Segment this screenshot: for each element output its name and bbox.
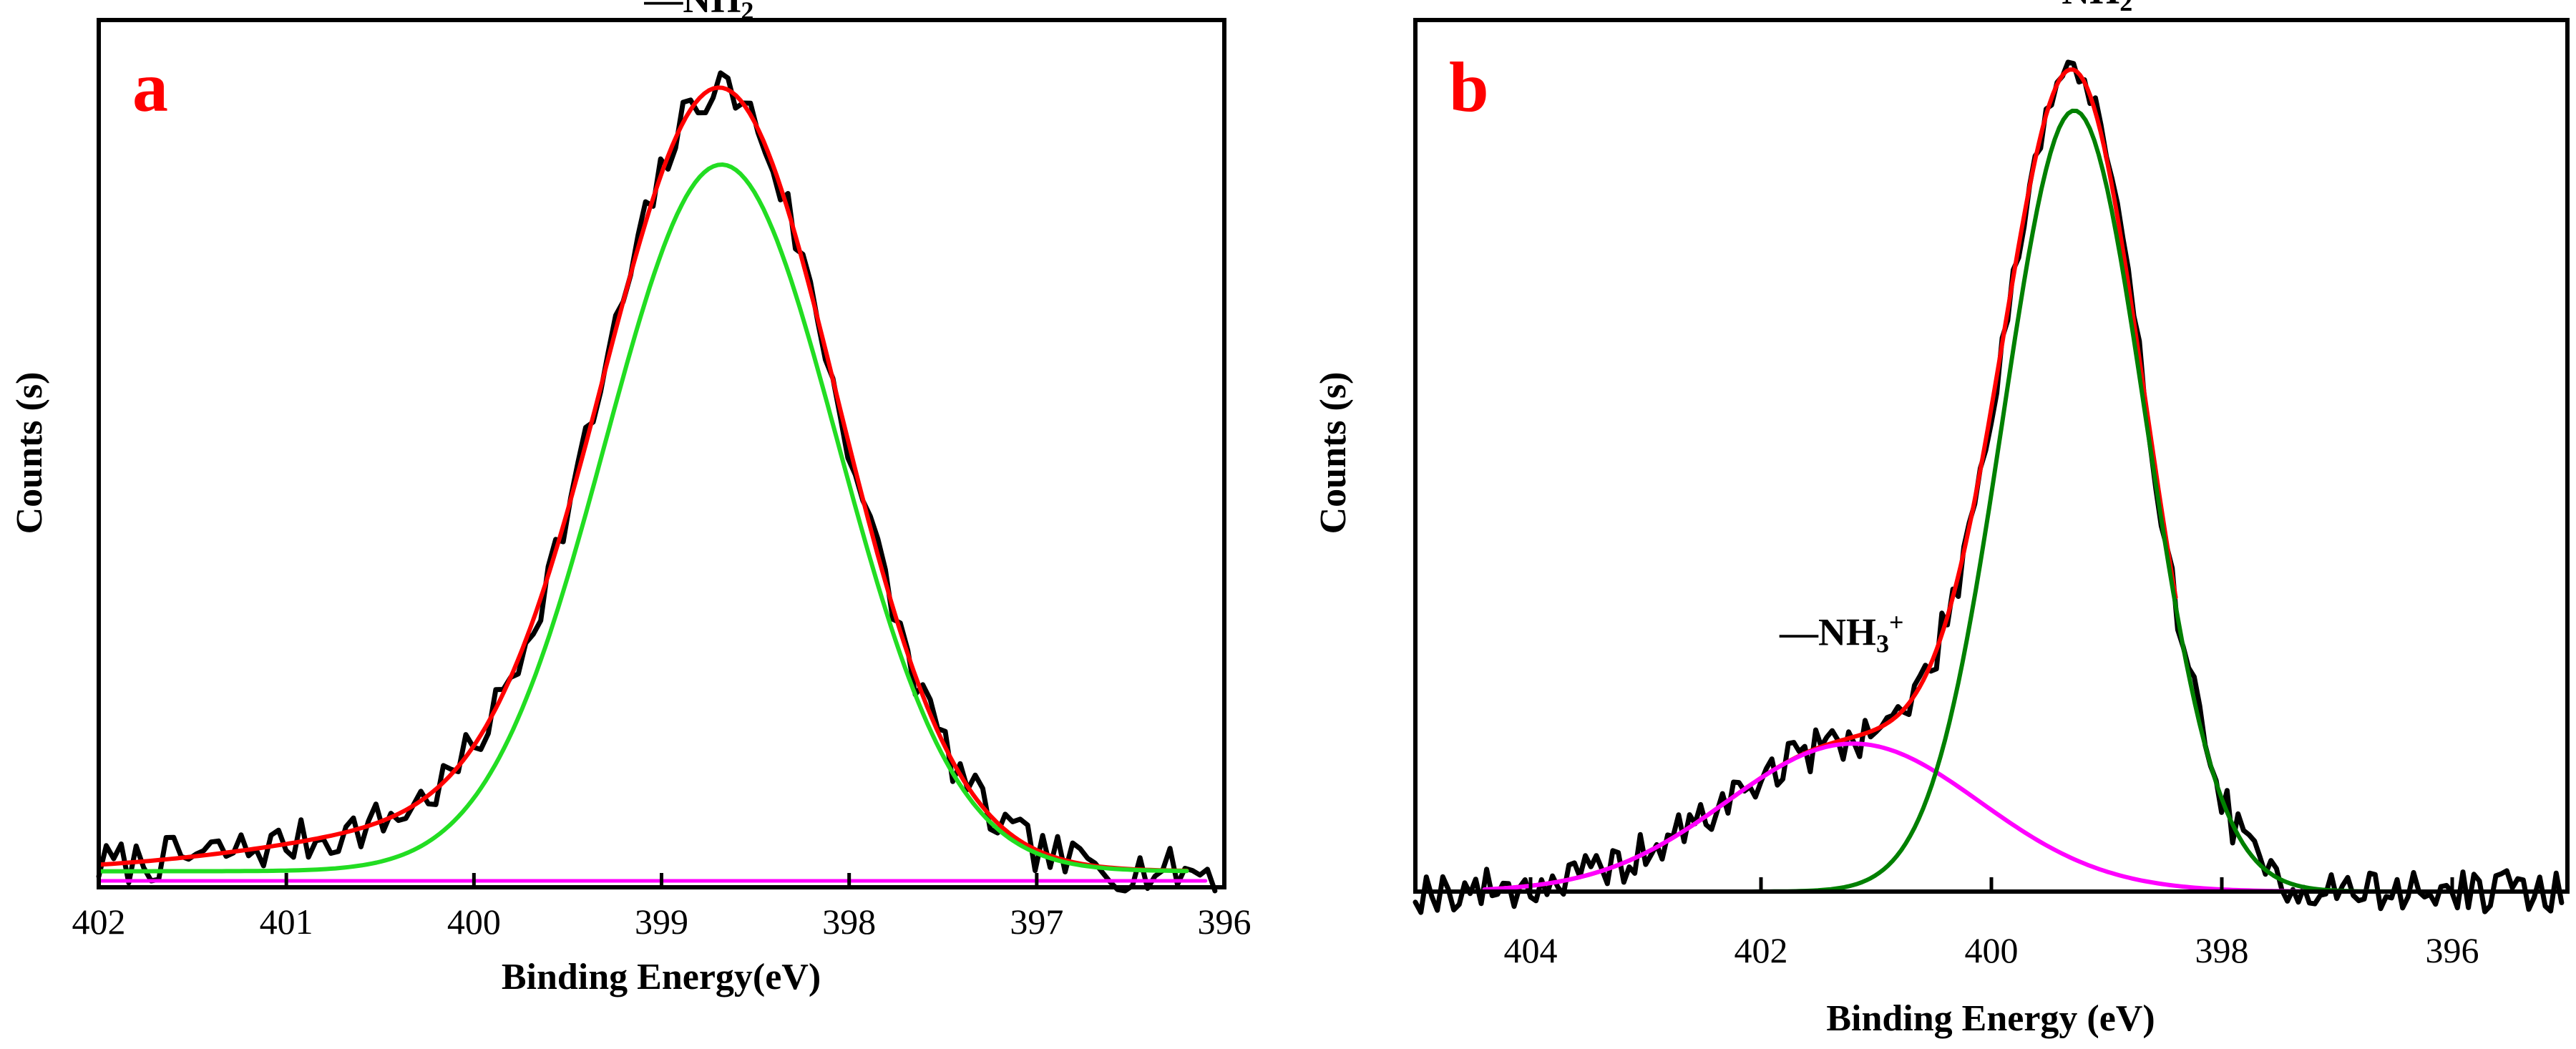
panel-b-peak-label-0: —NH2 bbox=[2022, 0, 2132, 16]
panel-b-envelope-line-1 bbox=[1493, 67, 2178, 892]
panel-b-x-tick-label-0: 404 bbox=[1504, 930, 1558, 970]
panel-b-series bbox=[1413, 59, 2565, 915]
panel-a-x-axis-title: Binding Energy(eV) bbox=[502, 957, 821, 997]
panel-a-component-line-2 bbox=[97, 162, 1189, 874]
panel-a-series bbox=[96, 70, 1218, 894]
panel-a-raw-line-0 bbox=[96, 70, 1218, 894]
panel-a-x-tick-label-5: 397 bbox=[1010, 902, 1063, 942]
panel-a-x-tick-label-0: 402 bbox=[72, 902, 126, 942]
panel-a-y-axis-title: Counts (s) bbox=[9, 372, 50, 535]
panel-b-x-tick-label-4: 396 bbox=[2426, 930, 2479, 970]
panel-a-label: a bbox=[132, 47, 168, 127]
panel-a: 402 401 400 399 398 397 396 a Binding Energy(e… bbox=[9, 0, 1252, 997]
panel-a-ticks: 402 401 400 399 398 397 396 bbox=[72, 873, 1252, 942]
panel-b: 404 402 400 398 396 b Binding Energy (eV) Co… bbox=[1313, 0, 2570, 1039]
panel-a-x-tick-label-2: 400 bbox=[447, 902, 501, 942]
panel-b-y-axis-title: Counts (s) bbox=[1313, 372, 1354, 535]
panel-a-annotations: —NH2 bbox=[643, 0, 753, 25]
panel-b-ticks: 404 402 400 398 396 bbox=[1504, 877, 2479, 970]
panel-a-peak-label-0: —NH2 bbox=[643, 0, 753, 25]
panel-a-x-tick-label-4: 398 bbox=[822, 902, 876, 942]
panel-b-x-tick-label-2: 400 bbox=[1965, 930, 2019, 970]
panel-a-x-tick-label-1: 401 bbox=[260, 902, 313, 942]
panel-b-x-tick-label-1: 402 bbox=[1735, 930, 1788, 970]
panel-b-label: b bbox=[1449, 47, 1489, 127]
panel-a-frame bbox=[97, 18, 1226, 889]
panel-b-component-line-3 bbox=[1482, 108, 2535, 894]
panel-a-x-tick-label-3: 399 bbox=[635, 902, 688, 942]
panel-b-raw-line-0 bbox=[1413, 59, 2565, 915]
panel-b-annotations: —NH2 —NH3+ bbox=[1779, 0, 2132, 658]
panel-b-x-tick-label-3: 398 bbox=[2195, 930, 2249, 970]
panel-b-peak-label-1: —NH3+ bbox=[1779, 608, 1904, 658]
panel-b-x-axis-title: Binding Energy (eV) bbox=[1826, 998, 2155, 1039]
panel-a-x-tick-label-6: 396 bbox=[1198, 902, 1252, 942]
panel-a-envelope-line-1 bbox=[97, 85, 1189, 873]
panel-b-frame bbox=[1413, 18, 2570, 894]
